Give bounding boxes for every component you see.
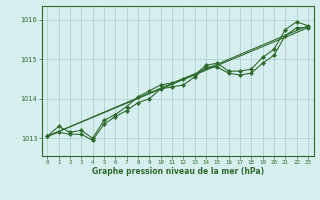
X-axis label: Graphe pression niveau de la mer (hPa): Graphe pression niveau de la mer (hPa) <box>92 167 264 176</box>
